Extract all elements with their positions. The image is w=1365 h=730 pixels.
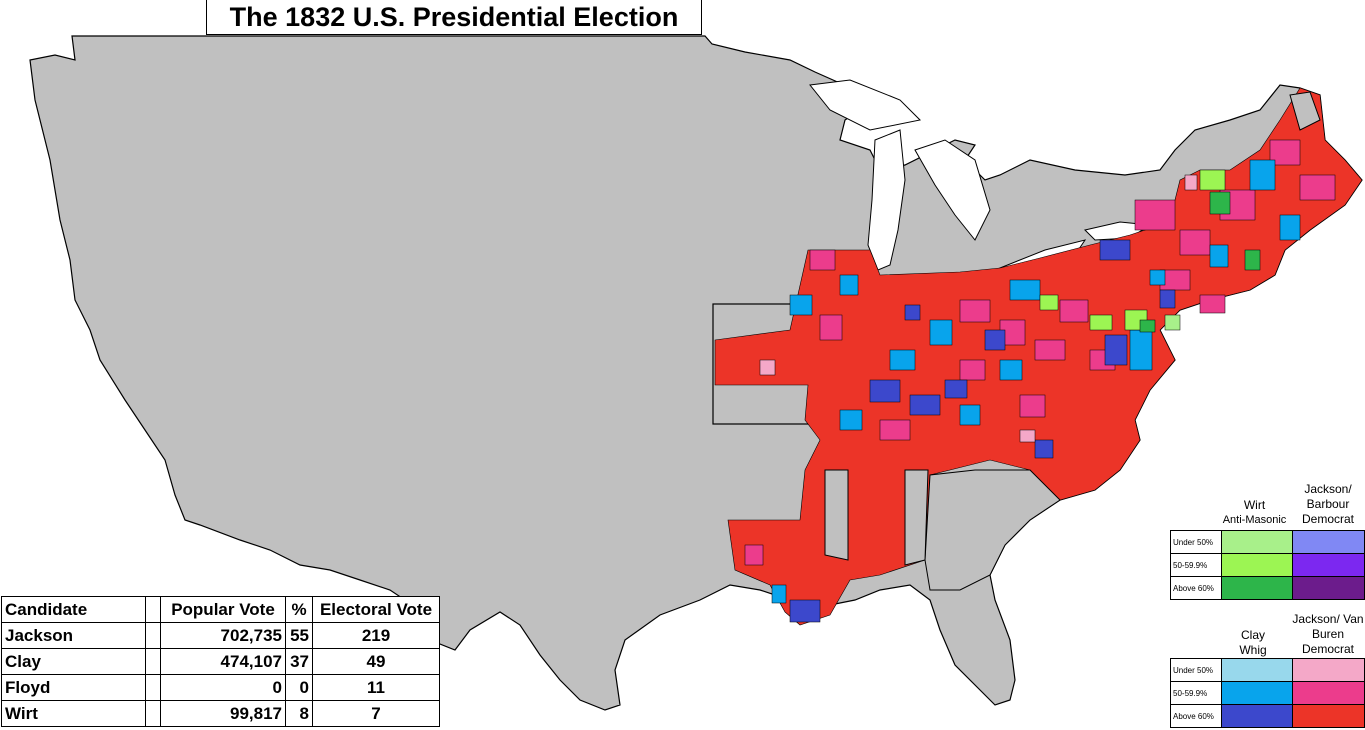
us-landmass bbox=[29, 35, 1363, 711]
row-spacer bbox=[145, 700, 161, 727]
map-title: The 1832 U.S. Presidential Election bbox=[206, 0, 702, 35]
popular-vote: 0 bbox=[160, 674, 286, 701]
jackson-vanburen-50-59-patches bbox=[744, 139, 1336, 566]
electoral-vote: 11 bbox=[312, 674, 440, 701]
legend-wirt-barbour: Wirt Anti-Masonic Jackson/ Barbour Democ… bbox=[1170, 480, 1365, 602]
jackson-vanburen-under-50-patches bbox=[759, 174, 1198, 443]
legend-row-label: Above 60% bbox=[1170, 704, 1222, 728]
popular-vote: 702,735 bbox=[160, 622, 286, 649]
vote-percent: 55 bbox=[285, 622, 313, 649]
legend-wirt-name: Wirt bbox=[1243, 498, 1266, 512]
legend-row-label: Under 50% bbox=[1170, 530, 1222, 554]
legend-clay-vanburen-swatches: Under 50% 50-59.9% Above 60% bbox=[1170, 658, 1365, 728]
swatch-clay-50-59 bbox=[1220, 681, 1294, 705]
legend-clay-header: Clay Whig bbox=[1228, 628, 1278, 658]
legend-row-label: Above 60% bbox=[1170, 576, 1222, 600]
table-row: Wirt 99,817 8 7 bbox=[1, 700, 440, 727]
swatch-wirt-above-60 bbox=[1220, 576, 1294, 600]
legend-row-label: 50-59.9% bbox=[1170, 553, 1222, 577]
legend-wirt-barbour-swatches: Under 50% 50-59.9% Above 60% bbox=[1170, 530, 1365, 600]
legend-jackson-barbour-name: Jackson/ Barbour Democrat bbox=[1301, 482, 1354, 526]
vote-percent: 8 bbox=[285, 700, 313, 727]
popular-vote: 99,817 bbox=[160, 700, 286, 727]
header-popular-vote: Popular Vote bbox=[160, 596, 286, 623]
electoral-vote: 7 bbox=[312, 700, 440, 727]
legend-jackson-vanburen-name: Jackson/ Van Buren Democrat bbox=[1292, 612, 1364, 656]
swatch-wirt-50-59 bbox=[1220, 553, 1294, 577]
row-spacer bbox=[145, 674, 161, 701]
vote-percent: 0 bbox=[285, 674, 313, 701]
candidate-name: Clay bbox=[1, 648, 146, 675]
swatch-wirt-under-50 bbox=[1220, 530, 1294, 554]
clay-above-60-patches bbox=[789, 239, 1176, 623]
legend-wirt-party: Anti-Masonic bbox=[1222, 514, 1287, 526]
electoral-vote: 49 bbox=[312, 648, 440, 675]
header-candidate: Candidate bbox=[1, 596, 146, 623]
lake-huron bbox=[914, 139, 991, 241]
lake-michigan bbox=[867, 129, 906, 271]
header-electoral-vote: Electoral Vote bbox=[312, 596, 440, 623]
header-spacer bbox=[145, 596, 161, 623]
results-header-row: Candidate Popular Vote % Electoral Vote bbox=[1, 596, 440, 623]
legend-wirt-header: Wirt Anti-Masonic bbox=[1218, 498, 1291, 528]
table-row: Floyd 0 0 11 bbox=[1, 674, 440, 701]
non-voting-areas bbox=[824, 91, 1321, 591]
clay-50-59-patches bbox=[771, 159, 1301, 604]
legend-row-label: 50-59.9% bbox=[1170, 681, 1222, 705]
lake-superior bbox=[809, 79, 922, 131]
swatch-barbour-under-50 bbox=[1292, 530, 1365, 554]
legend-row-label: Under 50% bbox=[1170, 658, 1222, 682]
swatch-barbour-above-60 bbox=[1292, 576, 1365, 600]
swatch-vanburen-50-59 bbox=[1292, 681, 1365, 705]
legend-clay-vanburen: Clay Whig Jackson/ Van Buren Democrat Un… bbox=[1170, 610, 1365, 730]
legend-jackson-barbour-header: Jackson/ Barbour Democrat bbox=[1291, 482, 1365, 527]
electoral-vote: 219 bbox=[312, 622, 440, 649]
legend-jackson-vanburen-header: Jackson/ Van Buren Democrat bbox=[1291, 612, 1365, 657]
wirt-anti-masonic-patches bbox=[1039, 169, 1261, 333]
swatch-vanburen-above-60 bbox=[1292, 704, 1365, 728]
row-spacer bbox=[145, 648, 161, 675]
header-percent: % bbox=[285, 596, 313, 623]
swatch-clay-above-60 bbox=[1220, 704, 1294, 728]
table-row: Clay 474,107 37 49 bbox=[1, 648, 440, 675]
legend-clay-name: Clay Whig bbox=[1239, 628, 1267, 657]
table-row: Jackson 702,735 55 219 bbox=[1, 622, 440, 649]
candidate-name: Jackson bbox=[1, 622, 146, 649]
results-table: Candidate Popular Vote % Electoral Vote … bbox=[1, 596, 440, 727]
popular-vote: 474,107 bbox=[160, 648, 286, 675]
candidate-name: Wirt bbox=[1, 700, 146, 727]
row-spacer bbox=[145, 622, 161, 649]
vote-percent: 37 bbox=[285, 648, 313, 675]
candidate-name: Floyd bbox=[1, 674, 146, 701]
swatch-clay-under-50 bbox=[1220, 658, 1294, 682]
swatch-vanburen-under-50 bbox=[1292, 658, 1365, 682]
swatch-barbour-50-59 bbox=[1292, 553, 1365, 577]
